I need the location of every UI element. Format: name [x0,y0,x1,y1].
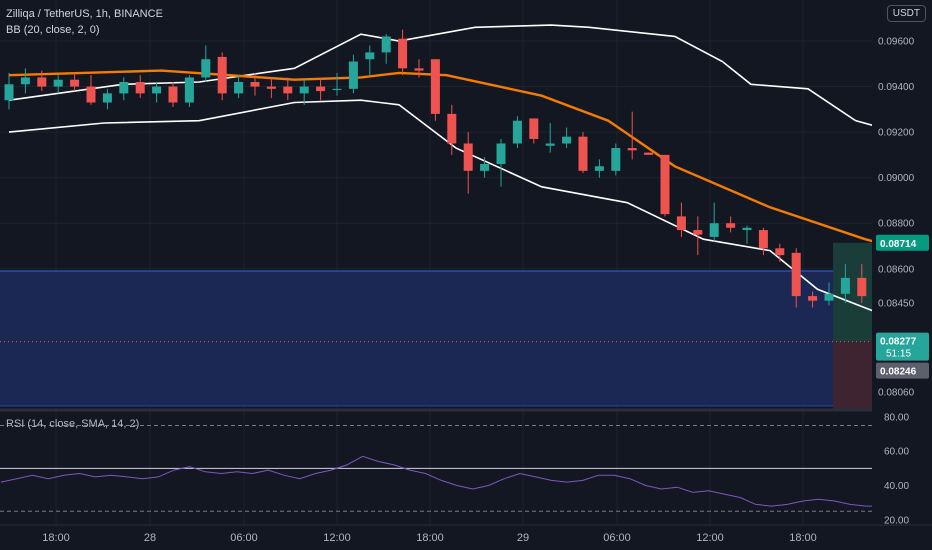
candle-body[interactable] [86,86,96,103]
price-tick-label: 0.08800 [878,219,915,230]
price-tick-label: 0.09000 [878,173,915,184]
price-tick-label: 0.09200 [878,128,915,139]
candle-body[interactable] [611,148,621,171]
candle-body[interactable] [119,82,129,94]
time-axis[interactable] [0,525,932,550]
candle-body[interactable] [266,86,276,89]
price-tick-label: 0.08450 [878,298,915,309]
current-price-tag[interactable] [876,332,929,361]
price-tick-label: 0.08600 [878,264,915,275]
candle-body[interactable] [742,227,752,231]
candle-body[interactable] [152,86,162,94]
candle-body[interactable] [299,86,309,94]
bid-price-tag[interactable] [876,362,929,379]
current-price-label: 0.08277 [880,337,917,348]
candle-body[interactable] [414,68,424,71]
time-tick-label: 18:00 [789,532,817,544]
candle-body[interactable] [365,52,375,60]
price-tick-label: 0.09600 [878,37,915,48]
candle-body[interactable] [496,143,506,165]
candle-body[interactable] [512,120,522,144]
candle-body[interactable] [70,79,80,87]
target-price-tag[interactable] [876,234,929,251]
candle-body[interactable] [693,230,703,235]
bb-upper-band [8,24,932,147]
candle-body[interactable] [627,148,637,151]
bollinger-legend[interactable]: BB (20, close, 2, 0) [6,24,100,36]
candle-body[interactable] [37,77,47,87]
candle-body[interactable] [53,79,63,87]
candle-body[interactable] [529,118,539,139]
time-tick-label: 12:00 [323,532,351,544]
rsi-tick-label: 40.00 [884,481,909,492]
candle-body[interactable] [840,277,850,294]
rsi-line [0,455,932,507]
candle-body[interactable] [857,277,867,297]
bb-lower-band [8,99,932,336]
price-axis[interactable] [872,0,932,525]
candle-body[interactable] [283,86,293,94]
candle-body[interactable] [709,223,719,237]
candle-body[interactable] [316,86,326,92]
candle-body[interactable] [480,164,490,171]
candle-body[interactable] [332,88,342,91]
candle-body[interactable] [398,38,408,69]
candle-body[interactable] [250,82,260,87]
candle-body[interactable] [201,59,211,78]
price-tick-label: 0.09400 [878,82,915,93]
time-tick-label: 06:00 [230,532,258,544]
candle-body[interactable] [726,223,736,228]
candle-body[interactable] [168,86,178,103]
candle-body[interactable] [644,152,654,155]
time-tick-label: 12:00 [696,532,724,544]
candle-body[interactable] [676,216,686,231]
rsi-tick-label: 80.00 [884,412,909,423]
currency-button[interactable]: USDT [886,5,926,22]
rsi-tick-label: 20.00 [884,515,909,526]
bb-basis-line [8,69,932,259]
candle-body[interactable] [562,136,572,144]
candle-body[interactable] [824,293,834,301]
candle-body[interactable] [135,82,145,94]
symbol-legend[interactable]: Zilliqa / TetherUS, 1h, BINANCE [6,8,163,20]
time-tick-label: 06:00 [603,532,631,544]
position-loss-area[interactable] [833,341,872,410]
candle-body[interactable] [102,93,112,103]
time-tick-label: 28 [144,532,156,544]
candle-body[interactable] [184,77,194,103]
time-tick-label: 18:00 [416,532,444,544]
time-tick-label: 29 [517,532,529,544]
candle-body[interactable] [348,61,358,89]
candle-body[interactable] [791,252,801,297]
candle-body[interactable] [758,230,768,249]
bid-price-label: 0.08246 [880,367,917,378]
candle-body[interactable] [660,154,670,215]
support-zone [0,271,872,406]
candle-body[interactable] [430,59,440,114]
candle-body[interactable] [20,77,30,85]
rsi-legend[interactable]: RSI (14, close, SMA, 14, 2) [6,418,140,430]
candle-body[interactable] [447,113,457,144]
rsi-tick-label: 60.00 [884,447,909,458]
bar-countdown: 51:15 [886,349,911,360]
candle-body[interactable] [234,82,244,94]
candle-body[interactable] [808,296,818,301]
target-price-label: 0.08714 [880,239,917,250]
candle-body[interactable] [4,84,14,101]
candle-body[interactable] [381,36,391,53]
candle-body[interactable] [463,143,473,171]
price-tick-label: 0.08060 [878,387,915,398]
time-tick-label: 18:00 [42,532,70,544]
candle-body[interactable] [578,136,588,171]
candle-body[interactable] [217,56,227,94]
candle-body[interactable] [775,248,785,256]
candle-body[interactable] [594,166,604,171]
candle-body[interactable] [545,143,555,146]
